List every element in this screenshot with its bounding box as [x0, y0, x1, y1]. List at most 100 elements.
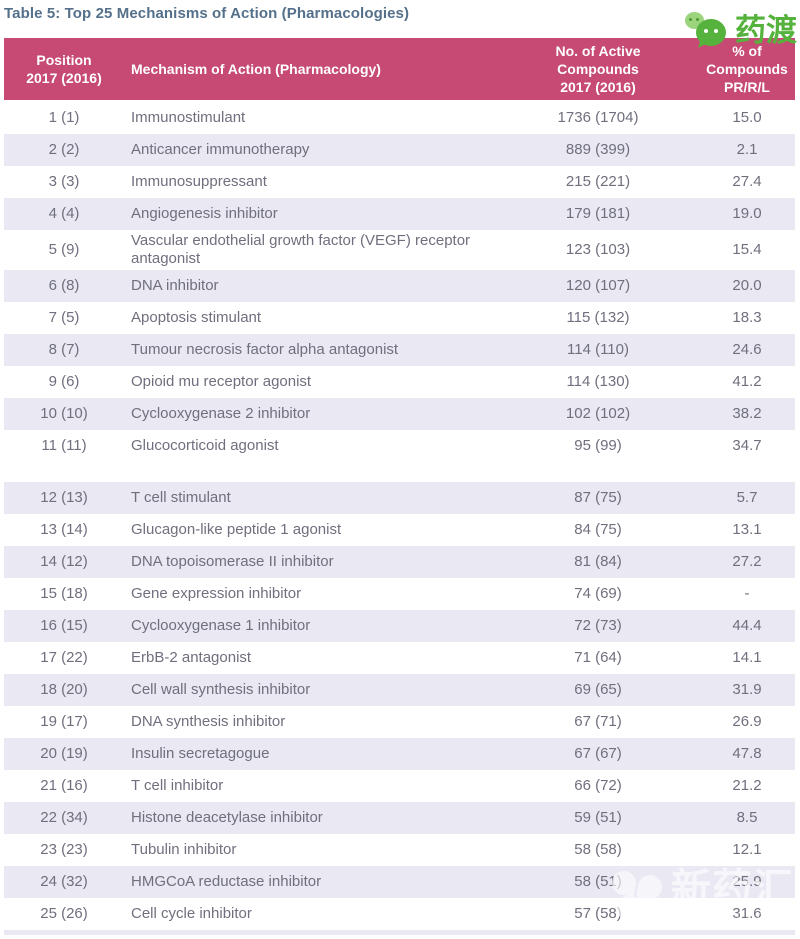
rank-cell: 1 (1)	[48, 109, 80, 126]
table-body: 1 (1) Immunostimulant 1736 (1704) 15.0 2…	[4, 102, 795, 930]
chat-bubble-big-icon	[696, 19, 726, 46]
compounds-cell: 74 (69)	[574, 585, 622, 602]
mechanism-cell: T cell stimulant	[131, 489, 231, 506]
rank-cell: 5 (9)	[48, 241, 80, 258]
rank-cell: 4 (4)	[48, 205, 80, 222]
column-header-compounds: No. of Active Compounds 2017 (2016)	[555, 43, 641, 95]
mechanism-cell: DNA synthesis inhibitor	[131, 713, 286, 730]
pct-cell: 47.8	[732, 745, 762, 762]
pct-cell: 15.4	[732, 241, 762, 258]
table-row: 18 (20) Cell wall synthesis inhibitor 69…	[4, 674, 795, 706]
compounds-cell: 72 (73)	[574, 617, 622, 634]
table-row: 22 (34) Histone deacetylase inhibitor 59…	[4, 802, 795, 834]
compounds-cell: 71 (64)	[574, 649, 622, 666]
mechanism-cell: Glucagon-like peptide 1 agonist	[131, 521, 342, 538]
rank-cell: 10 (10)	[40, 405, 88, 422]
column-header-mechanism: Mechanism of Action (Pharmacology)	[131, 61, 381, 77]
table-row: 6 (8) DNA inhibitor 120 (107) 20.0	[4, 270, 795, 302]
pct-cell: 24.6	[732, 341, 762, 358]
rank-cell: 20 (19)	[40, 745, 88, 762]
pct-cell: 15.0	[732, 109, 762, 126]
compounds-cell: 69 (65)	[574, 681, 622, 698]
mechanism-cell: Tumour necrosis factor alpha antagonist	[131, 341, 399, 358]
rank-cell: 6 (8)	[48, 277, 80, 294]
table-row: 8 (7) Tumour necrosis factor alpha antag…	[4, 334, 795, 366]
compounds-cell: 120 (107)	[565, 277, 631, 294]
table-row: 24 (32) HMGCoA reductase inhibitor 58 (5…	[4, 866, 795, 898]
mechanism-cell: Cell cycle inhibitor	[131, 905, 252, 922]
compounds-cell: 114 (130)	[566, 373, 630, 390]
pct-cell: 31.9	[732, 681, 762, 698]
table-row: 21 (16) T cell inhibitor 66 (72) 21.2	[4, 770, 795, 802]
compounds-cell: 58 (51)	[574, 873, 622, 890]
pct-cell: 14.1	[732, 649, 762, 666]
compounds-cell: 81 (84)	[574, 553, 622, 570]
compounds-cell: 67 (71)	[574, 713, 622, 730]
pct-cell: 12.1	[732, 841, 762, 858]
pct-cell: 26.9	[732, 713, 762, 730]
column-header-position: Position 2017 (2016)	[26, 52, 102, 86]
compounds-cell: 95 (99)	[574, 437, 622, 454]
table-row: 5 (9) Vascular endothelial growth factor…	[4, 230, 795, 270]
table-row: 12 (13) T cell stimulant 87 (75) 5.7	[4, 482, 795, 514]
table-row: 17 (22) ErbB-2 antagonist 71 (64) 14.1	[4, 642, 795, 674]
page-title: Table 5: Top 25 Mechanisms of Action (Ph…	[4, 5, 410, 22]
pct-cell: 8.5	[736, 809, 758, 826]
mechanism-cell: DNA topoisomerase II inhibitor	[131, 553, 334, 570]
table-row: 19 (17) DNA synthesis inhibitor 67 (71) …	[4, 706, 795, 738]
table-row: 13 (14) Glucagon-like peptide 1 agonist …	[4, 514, 795, 546]
rank-cell: 13 (14)	[40, 521, 88, 538]
wechat-bubbles-icon	[685, 12, 733, 54]
rank-cell: 22 (34)	[40, 809, 88, 826]
mechanism-cell: Immunosuppressant	[131, 173, 267, 190]
mechanisms-table: Position 2017 (2016) Mechanism of Action…	[4, 38, 795, 935]
mechanism-cell: Cyclooxygenase 2 inhibitor	[131, 405, 311, 422]
compounds-cell: 66 (72)	[574, 777, 622, 794]
table-row: 20 (19) Insulin secretagogue 67 (67) 47.…	[4, 738, 795, 770]
rank-cell: 24 (32)	[40, 873, 88, 890]
compounds-cell: 889 (399)	[565, 141, 631, 158]
rank-cell: 11 (11)	[41, 437, 87, 454]
mechanism-cell: HMGCoA reductase inhibitor	[131, 873, 322, 890]
compounds-cell: 123 (103)	[565, 241, 631, 258]
table-row: 25 (26) Cell cycle inhibitor 57 (58) 31.…	[4, 898, 795, 930]
mechanism-cell: DNA inhibitor	[131, 277, 219, 294]
pct-cell: 41.2	[732, 373, 762, 390]
table-row: 3 (3) Immunosuppressant 215 (221) 27.4	[4, 166, 795, 198]
mechanism-cell: Anticancer immunotherapy	[131, 141, 310, 158]
rank-cell: 9 (6)	[48, 373, 80, 390]
rank-cell: 8 (7)	[48, 341, 80, 358]
mechanism-cell: Gene expression inhibitor	[131, 585, 302, 602]
table-header-row: Position 2017 (2016) Mechanism of Action…	[4, 38, 795, 100]
rank-cell: 7 (5)	[48, 309, 80, 326]
rank-cell: 17 (22)	[40, 649, 88, 666]
chat-bubble-tail	[698, 41, 707, 50]
pct-cell: -	[744, 585, 750, 602]
compounds-cell: 58 (58)	[574, 841, 622, 858]
compounds-cell: 1736 (1704)	[557, 109, 639, 126]
mechanism-cell: Insulin secretagogue	[131, 745, 270, 762]
table-row: 16 (15) Cyclooxygenase 1 inhibitor 72 (7…	[4, 610, 795, 642]
mechanism-cell: Glucocorticoid agonist	[131, 437, 279, 454]
table-row: 7 (5) Apoptosis stimulant 115 (132) 18.3	[4, 302, 795, 334]
compounds-cell: 67 (67)	[574, 745, 622, 762]
table-row: 9 (6) Opioid mu receptor agonist 114 (13…	[4, 366, 795, 398]
pct-cell: 13.1	[732, 521, 762, 538]
table-row: 4 (4) Angiogenesis inhibitor 179 (181) 1…	[4, 198, 795, 230]
rank-cell: 18 (20)	[40, 681, 88, 698]
compounds-cell: 84 (75)	[574, 521, 622, 538]
rank-cell: 19 (17)	[40, 713, 88, 730]
compounds-cell: 102 (102)	[565, 405, 631, 422]
table-row: 2 (2) Anticancer immunotherapy 889 (399)…	[4, 134, 795, 166]
pct-cell: 18.3	[732, 309, 762, 326]
rank-cell: 12 (13)	[40, 489, 88, 506]
brand-name: 药渡	[735, 13, 797, 48]
mechanism-cell: Vascular endothelial growth factor (VEGF…	[131, 232, 471, 267]
rank-cell: 14 (12)	[40, 553, 88, 570]
mechanism-cell: Apoptosis stimulant	[131, 309, 262, 326]
table-bottom-strip	[4, 930, 795, 935]
table-row: 10 (10) Cyclooxygenase 2 inhibitor 102 (…	[4, 398, 795, 430]
rank-cell: 16 (15)	[40, 617, 88, 634]
compounds-cell: 179 (181)	[565, 205, 631, 222]
table-row: 14 (12) DNA topoisomerase II inhibitor 8…	[4, 546, 795, 578]
